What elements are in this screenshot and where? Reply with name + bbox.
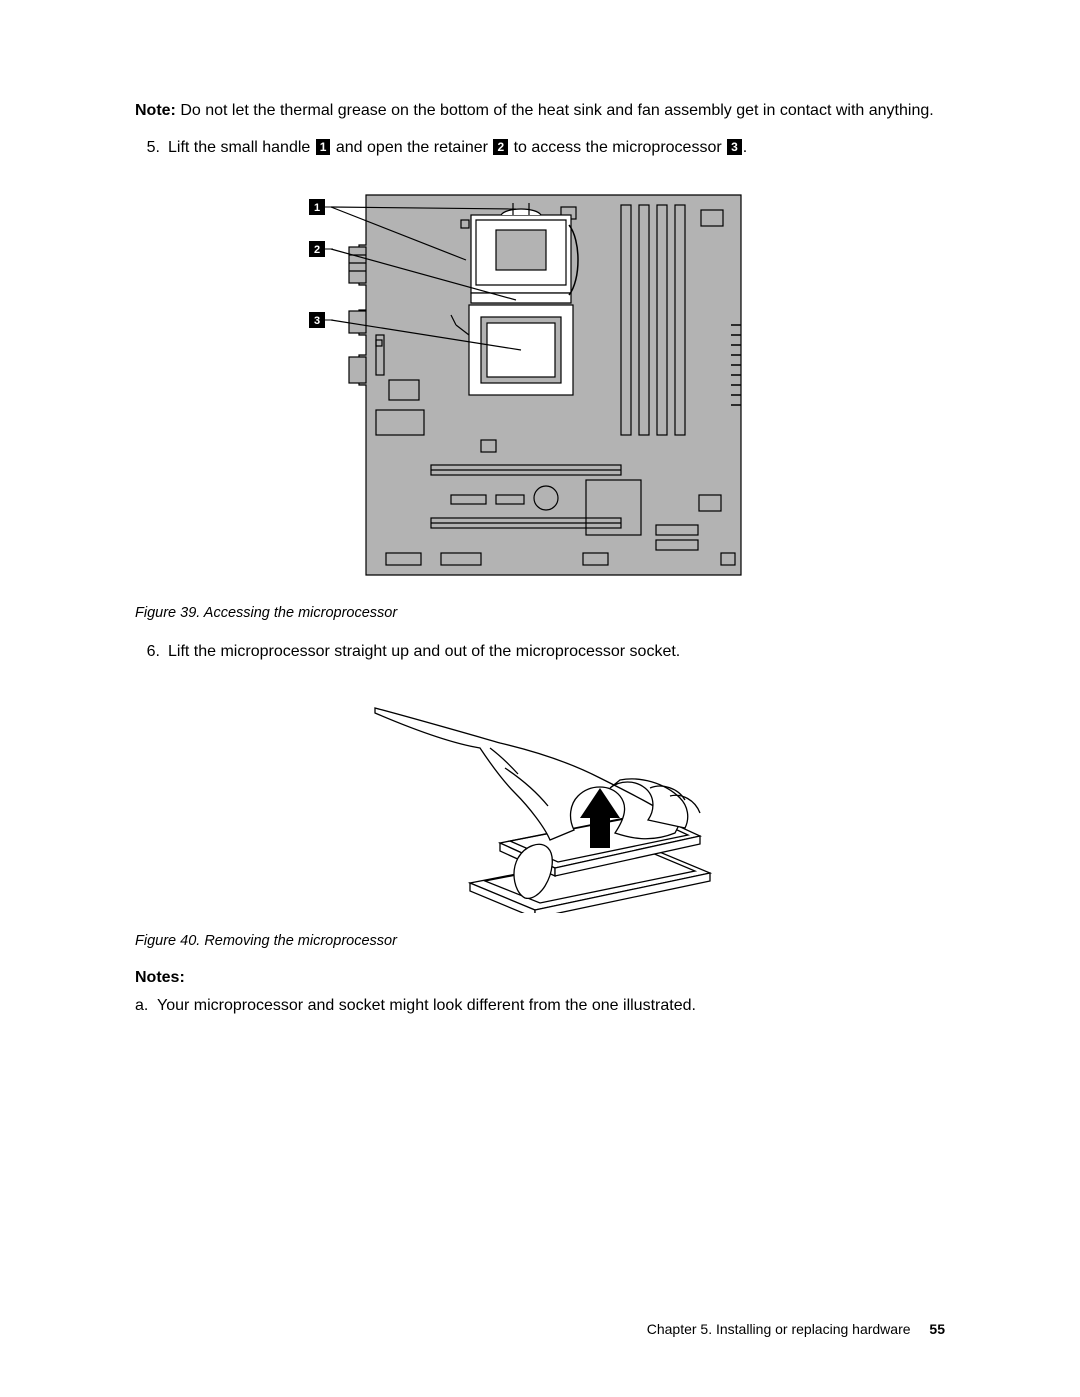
figure-40-caption: Figure 40. Removing the microprocessor bbox=[135, 933, 945, 949]
step-5-number: 5. bbox=[135, 137, 168, 159]
svg-text:1: 1 bbox=[314, 202, 320, 214]
callout-1-marker: 1 bbox=[309, 199, 333, 215]
step5-text-part3: to access the microprocessor bbox=[509, 139, 726, 156]
note-a-text: Your microprocessor and socket might loo… bbox=[157, 995, 696, 1017]
step-5: 5. Lift the small handle 1 and open the … bbox=[135, 137, 945, 159]
notes-heading: Notes: bbox=[135, 969, 945, 987]
callout-3-marker: 3 bbox=[309, 312, 333, 328]
note-a-letter: a. bbox=[135, 995, 157, 1017]
step5-text-part1: Lift the small handle bbox=[168, 139, 315, 156]
figure-39-caption: Figure 39. Accessing the microprocessor bbox=[135, 605, 945, 621]
note-label: Note: bbox=[135, 102, 176, 119]
page-footer: Chapter 5. Installing or replacing hardw… bbox=[647, 1321, 945, 1337]
note-item-a: a. Your microprocessor and socket might … bbox=[135, 995, 945, 1017]
footer-page-number: 55 bbox=[929, 1321, 945, 1337]
svg-text:3: 3 bbox=[314, 315, 320, 327]
figure-40-svg bbox=[350, 688, 730, 913]
step-6: 6. Lift the microprocessor straight up a… bbox=[135, 641, 945, 663]
step-6-number: 6. bbox=[135, 641, 168, 663]
callout-1-inline: 1 bbox=[316, 139, 331, 155]
footer-chapter: Chapter 5. Installing or replacing hardw… bbox=[647, 1321, 911, 1337]
figure-39-svg: 1 2 3 bbox=[301, 185, 779, 585]
step-5-text: Lift the small handle 1 and open the ret… bbox=[168, 137, 945, 159]
step-6-text: Lift the microprocessor straight up and … bbox=[168, 641, 945, 663]
figure-40 bbox=[135, 688, 945, 918]
step5-text-part2: and open the retainer bbox=[331, 139, 492, 156]
callout-2-marker: 2 bbox=[309, 241, 333, 257]
callout-3-inline: 3 bbox=[727, 139, 742, 155]
callout-2-inline: 2 bbox=[493, 139, 508, 155]
step5-text-part4: . bbox=[743, 139, 747, 156]
svg-text:2: 2 bbox=[314, 244, 320, 256]
figure-39: 1 2 3 bbox=[135, 185, 945, 590]
note-block: Note: Do not let the thermal grease on t… bbox=[135, 100, 945, 122]
note-text: Do not let the thermal grease on the bot… bbox=[180, 102, 933, 119]
